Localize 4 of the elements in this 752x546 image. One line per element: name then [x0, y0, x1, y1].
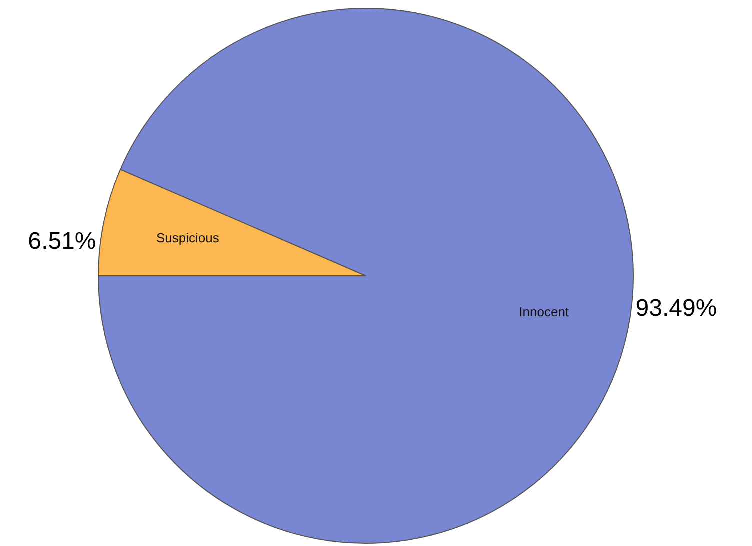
slice-label: Suspicious — [156, 230, 220, 246]
data-label: 6.51% — [28, 228, 96, 256]
slice-label: Innocent — [519, 304, 570, 320]
data-label: 93.49% — [636, 295, 718, 322]
